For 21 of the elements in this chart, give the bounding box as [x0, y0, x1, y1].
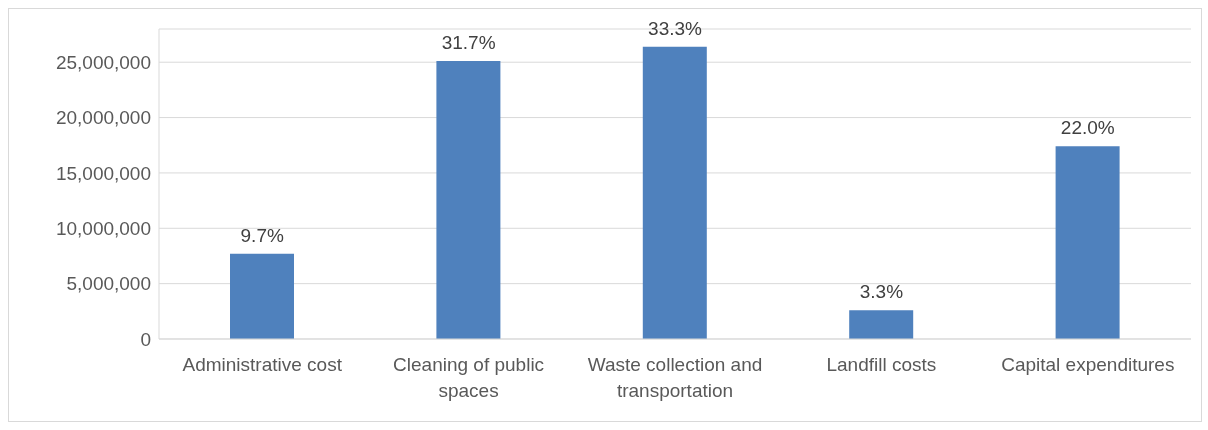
y-tick-label: 20,000,000: [55, 107, 151, 129]
y-tick-label: 5,000,000: [66, 273, 151, 295]
bar: [1055, 146, 1120, 339]
x-tick-label: Cleaning of public spaces: [393, 354, 545, 401]
bar: [230, 253, 294, 339]
annotation: 31.7%: [441, 32, 496, 54]
y-tick-label: 15,000,000: [55, 162, 151, 184]
bar: [642, 46, 707, 339]
annotation: 33.3%: [648, 17, 703, 39]
y-tick-label: 0: [140, 328, 151, 350]
y-tick-label: 10,000,000: [55, 218, 151, 240]
y-tick-label: 25,000,000: [55, 51, 151, 73]
x-tick-label: Capital expenditures: [1001, 354, 1175, 375]
bar: [849, 310, 914, 339]
annotation: 9.7%: [240, 224, 284, 246]
annotation: 22.0%: [1060, 117, 1115, 139]
bar: [436, 61, 501, 339]
x-tick-label: Landfill costs: [826, 354, 937, 375]
x-tick-label: Administrative cost: [182, 354, 343, 375]
x-tick-label: Waste collection and transportation: [587, 354, 763, 401]
annotation: 3.3%: [859, 281, 904, 303]
